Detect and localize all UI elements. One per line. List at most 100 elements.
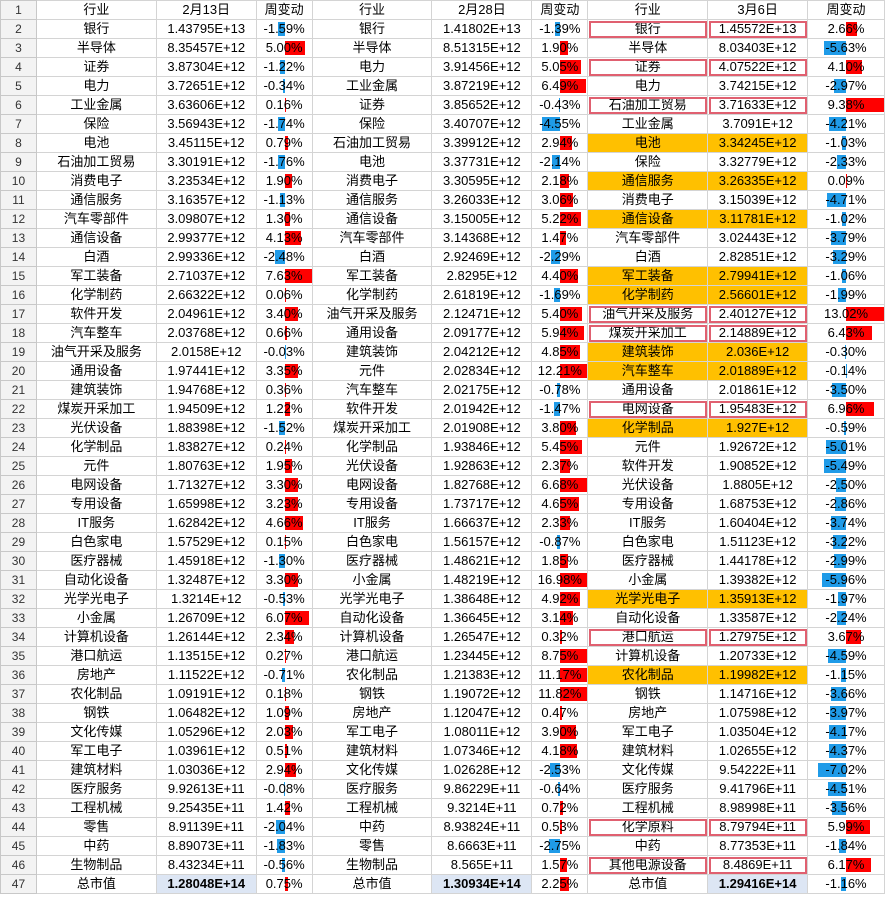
value-cell[interactable]: 2.56601E+12 (707, 285, 809, 305)
change-cell[interactable]: 11.82% (531, 684, 589, 704)
industry-cell[interactable]: 化学制品 (35, 437, 157, 457)
industry-cell[interactable]: 汽车零部件 (35, 209, 157, 229)
industry-cell[interactable]: 白色家电 (311, 532, 433, 552)
industry-cell[interactable]: 光伏设备 (311, 456, 433, 476)
change-cell[interactable]: -0.56% (255, 855, 313, 875)
value-cell[interactable]: 1.07598E+12 (707, 703, 809, 723)
value-cell[interactable]: 3.11781E+12 (707, 209, 809, 229)
industry-cell[interactable]: 煤炭开采加工 (311, 418, 433, 438)
change-cell[interactable]: -2.99% (807, 551, 885, 571)
change-cell[interactable]: -5.63% (807, 38, 885, 58)
industry-cell[interactable]: 小金属 (35, 608, 157, 628)
value-cell[interactable]: 8.51315E+12 (431, 38, 533, 58)
value-cell[interactable]: 1.65998E+12 (155, 494, 257, 514)
change-cell[interactable]: 4.92% (531, 589, 589, 609)
industry-cell[interactable]: 工程机械 (35, 798, 157, 818)
change-cell[interactable]: -0.87% (531, 532, 589, 552)
change-cell[interactable]: -2.48% (255, 247, 313, 267)
row-number[interactable]: 19 (0, 342, 37, 362)
change-cell[interactable]: -1.99% (807, 285, 885, 305)
industry-cell[interactable]: 元件 (311, 361, 433, 381)
change-cell[interactable]: -3.50% (807, 380, 885, 400)
change-cell[interactable]: -1.84% (807, 836, 885, 856)
change-cell[interactable]: 0.53% (531, 817, 589, 837)
change-cell[interactable]: -1.59% (255, 19, 313, 39)
change-cell[interactable]: -0.30% (807, 342, 885, 362)
value-cell[interactable]: 1.11522E+12 (155, 665, 257, 685)
industry-cell[interactable]: 化学制药 (35, 285, 157, 305)
industry-cell[interactable]: 软件开发 (35, 304, 157, 324)
change-cell[interactable]: 2.03% (255, 722, 313, 742)
value-cell[interactable]: 2.82851E+12 (707, 247, 809, 267)
value-cell[interactable]: 1.44178E+12 (707, 551, 809, 571)
value-cell[interactable]: 2.01861E+12 (707, 380, 809, 400)
row-number[interactable]: 33 (0, 608, 37, 628)
change-cell[interactable]: 13.02% (807, 304, 885, 324)
change-cell[interactable]: 1.85% (531, 551, 589, 571)
change-cell[interactable]: -4.71% (807, 190, 885, 210)
change-cell[interactable]: -2.97% (807, 76, 885, 96)
value-cell[interactable]: 8.77353E+11 (707, 836, 809, 856)
change-cell[interactable]: -0.08% (255, 779, 313, 799)
change-cell[interactable]: 0.47% (531, 703, 589, 723)
value-cell[interactable]: 1.66637E+12 (431, 513, 533, 533)
change-cell[interactable]: 3.67% (807, 627, 885, 647)
value-cell[interactable]: 3.63606E+12 (155, 95, 257, 115)
value-cell[interactable]: 1.71327E+12 (155, 475, 257, 495)
industry-cell[interactable]: 零售 (311, 836, 433, 856)
change-cell[interactable]: 3.30% (255, 475, 313, 495)
industry-cell[interactable]: 建筑材料 (35, 760, 157, 780)
change-cell[interactable]: -1.97% (807, 589, 885, 609)
change-cell[interactable]: 0.72% (531, 798, 589, 818)
industry-cell[interactable]: 汽车整车 (311, 380, 433, 400)
row-number[interactable]: 5 (0, 76, 37, 96)
value-cell[interactable]: 8.03403E+12 (707, 38, 809, 58)
change-cell[interactable]: 3.14% (531, 608, 589, 628)
industry-cell[interactable]: 电池 (35, 133, 157, 153)
value-cell[interactable]: 1.73717E+12 (431, 494, 533, 514)
value-cell[interactable]: 9.3214E+11 (431, 798, 533, 818)
industry-cell[interactable]: 中药 (311, 817, 433, 837)
row-number[interactable]: 8 (0, 133, 37, 153)
value-cell[interactable]: 1.07346E+12 (431, 741, 533, 761)
change-cell[interactable]: 12.21% (531, 361, 589, 381)
industry-cell[interactable]: 半导体 (587, 38, 709, 58)
row-number[interactable]: 13 (0, 228, 37, 248)
industry-cell[interactable]: 工业金属 (35, 95, 157, 115)
industry-cell[interactable]: 通信服务 (35, 190, 157, 210)
industry-cell[interactable]: 电网设备 (311, 475, 433, 495)
change-cell[interactable]: 6.68% (531, 475, 589, 495)
industry-cell[interactable]: 化学制品 (311, 437, 433, 457)
value-cell[interactable]: 2.01942E+12 (431, 399, 533, 419)
change-cell[interactable]: -4.51% (807, 779, 885, 799)
value-cell[interactable]: 3.09807E+12 (155, 209, 257, 229)
change-cell[interactable]: -4.59% (807, 646, 885, 666)
industry-cell[interactable]: 零售 (35, 817, 157, 837)
industry-cell[interactable]: 通用设备 (311, 323, 433, 343)
row-number[interactable]: 25 (0, 456, 37, 476)
value-cell[interactable]: 8.43234E+11 (155, 855, 257, 875)
value-cell[interactable]: 2.04961E+12 (155, 304, 257, 324)
industry-cell[interactable]: 通信设备 (35, 228, 157, 248)
industry-cell[interactable]: 光学光电子 (35, 589, 157, 609)
change-cell[interactable]: -1.15% (807, 665, 885, 685)
change-cell[interactable]: 1.57% (531, 855, 589, 875)
row-number[interactable]: 10 (0, 171, 37, 191)
industry-cell[interactable]: 文化传媒 (311, 760, 433, 780)
industry-cell[interactable]: 医疗器械 (587, 551, 709, 571)
change-cell[interactable]: 4.85% (531, 342, 589, 362)
value-cell[interactable]: 8.89073E+11 (155, 836, 257, 856)
row-number[interactable]: 23 (0, 418, 37, 438)
header-change[interactable]: 周变动 (807, 0, 885, 20)
change-cell[interactable]: 2.34% (255, 627, 313, 647)
change-cell[interactable]: -2.75% (531, 836, 589, 856)
value-cell[interactable]: 2.40127E+12 (707, 304, 809, 324)
change-cell[interactable]: -1.83% (255, 836, 313, 856)
row-number[interactable]: 29 (0, 532, 37, 552)
value-cell[interactable]: 2.04212E+12 (431, 342, 533, 362)
change-cell[interactable]: -1.22% (255, 57, 313, 77)
industry-cell[interactable]: 专用设备 (587, 494, 709, 514)
row-number[interactable]: 31 (0, 570, 37, 590)
change-cell[interactable]: 3.23% (255, 494, 313, 514)
row-number[interactable]: 17 (0, 304, 37, 324)
